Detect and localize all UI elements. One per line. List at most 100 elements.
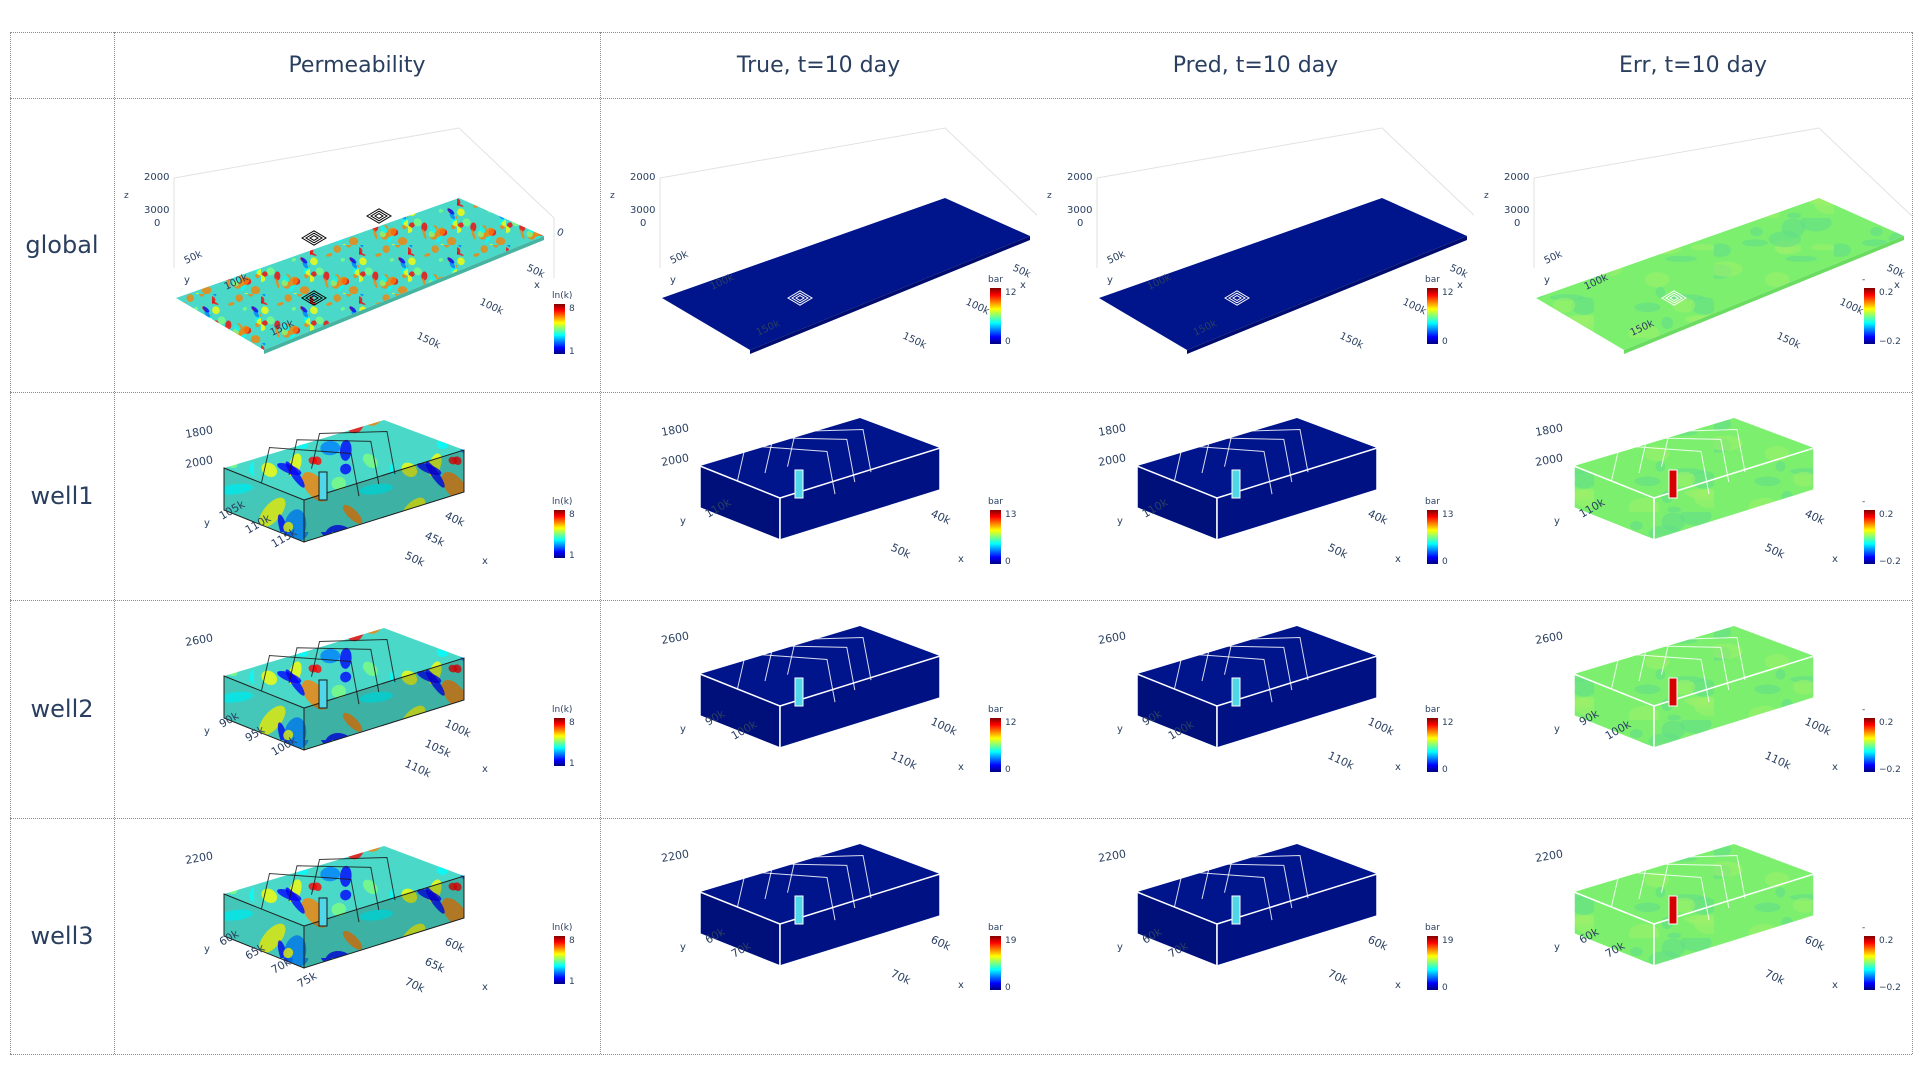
colorbar-title: - <box>1862 705 1865 715</box>
perm-panel: 1800 2000 105k 110k 115k y 40k 45k 50k x ln(k) 8 1 <box>114 392 600 600</box>
y-axis-label: y <box>204 726 210 737</box>
x-tick-label: 150k <box>1338 331 1365 352</box>
z-axis-label: z <box>610 191 615 201</box>
colorbar-min: 0 <box>1442 337 1448 347</box>
colorbar-max: 8 <box>569 304 575 314</box>
x-tick-label: 45k <box>423 529 448 550</box>
block-top-face <box>1137 844 1377 924</box>
refinement-outline <box>1201 437 1293 483</box>
grid-line-v <box>10 32 11 1054</box>
block-side-face <box>1216 872 1378 968</box>
x-tick-label: 150k <box>1775 331 1802 352</box>
well-outline <box>1661 290 1687 306</box>
x-tick-label: 70k <box>1326 967 1351 988</box>
x-axis-label: x <box>1020 280 1026 291</box>
y-axis-label: y <box>680 516 686 527</box>
well-bore <box>1668 677 1678 707</box>
well-outline <box>309 235 319 241</box>
well-outline <box>787 290 813 306</box>
grid-line-v <box>1912 32 1913 1054</box>
colorbar-min: 1 <box>569 551 575 561</box>
x-axis-label: x <box>1832 980 1838 991</box>
colorbar: ln(k) 8 1 <box>552 291 575 357</box>
x-tick-label: 150k <box>415 331 442 352</box>
colorbar-min: 0 <box>1005 983 1011 993</box>
colorbar-max: 12 <box>1005 288 1016 298</box>
well-outline <box>787 230 813 246</box>
block-side-face <box>1653 872 1815 968</box>
refinement-outline <box>1638 645 1730 691</box>
true-panel: 1800 2000 110k y 40k 50k x bar 13 0 <box>600 392 1037 600</box>
domain-side-face <box>1187 236 1467 354</box>
well-bore <box>318 679 328 709</box>
x-axis-label: x <box>482 764 488 775</box>
x-tick-label: 100k <box>443 717 474 741</box>
colorbar-title: ln(k) <box>552 291 572 301</box>
true-panel: 200030000z50k100k150ky050k100k150kxbar12… <box>600 98 1051 392</box>
refinement-outline <box>288 865 380 911</box>
x-tick-label: 65k <box>423 955 448 976</box>
z-tick-label: 2200 <box>660 847 690 865</box>
err-panel: 200030000z50k100k150ky050k100k150kx-0.2−… <box>1474 98 1920 392</box>
refinement-outline <box>1224 636 1309 681</box>
colorbar-gradient <box>990 288 1001 344</box>
refinement-outline <box>737 444 836 495</box>
z-tick-label: 0 <box>1077 218 1083 229</box>
refinement-outline <box>1661 854 1746 899</box>
block-side-face <box>1653 654 1815 750</box>
y-axis-label: y <box>1117 942 1123 953</box>
refinement-outline <box>1201 645 1293 691</box>
x-tick-label: 50k <box>1448 263 1470 281</box>
true-plot: 200030000z50k100k150ky050k100k150kxbar12… <box>610 127 1051 354</box>
x-tick-label: 110k <box>889 749 920 773</box>
z-tick-label: 1800 <box>1097 421 1127 439</box>
block-side-face <box>303 875 465 969</box>
grid-line-h <box>10 1054 1912 1055</box>
well-outline <box>1735 207 1753 219</box>
colorbar-gradient <box>1427 510 1438 564</box>
block-top-face <box>1574 418 1814 498</box>
colorbar: ln(k) 8 1 <box>552 705 575 769</box>
well-outline <box>795 295 805 301</box>
colorbar-title: ln(k) <box>552 705 572 715</box>
well-outline <box>1731 205 1757 221</box>
well-outline <box>374 213 384 219</box>
well-outline <box>370 210 388 222</box>
well-bore <box>318 471 328 501</box>
colorbar-max: 12 <box>1442 718 1453 728</box>
block-side-face <box>779 446 941 542</box>
x-tick-label: 110k <box>1763 749 1794 773</box>
pred-plot: 200030000z50k100k150ky050k100k150kxbar12… <box>1047 127 1488 354</box>
y-axis-label: y <box>1554 942 1560 953</box>
colorbar: - 0.2 −0.2 <box>1862 497 1901 567</box>
z-tick-label: 2200 <box>1097 847 1127 865</box>
colorbar: - 0.2 −0.2 <box>1862 275 1901 347</box>
block-side-face <box>779 654 941 750</box>
domain-top-face <box>1099 198 1467 350</box>
well-outline <box>1232 235 1242 241</box>
x-axis-label: x <box>958 980 964 991</box>
y-axis-label: y <box>1554 516 1560 527</box>
y-axis-label: y <box>204 944 210 955</box>
x-tick-label: 60k <box>1803 933 1828 954</box>
z-tick-label: 2600 <box>1534 629 1564 647</box>
y-axis-label: y <box>680 942 686 953</box>
row-label: global <box>25 231 99 259</box>
well-outline <box>1228 292 1246 304</box>
z-tick-label: 2600 <box>184 631 214 649</box>
refinement-outline <box>764 645 856 691</box>
well-outline <box>857 205 883 221</box>
y-axis-label: y <box>1117 724 1123 735</box>
x-tick-label: 100k <box>1838 297 1865 318</box>
grid-line-h <box>10 32 1912 33</box>
colorbar-gradient <box>1427 718 1438 772</box>
x-tick-label: 60k <box>443 935 468 956</box>
